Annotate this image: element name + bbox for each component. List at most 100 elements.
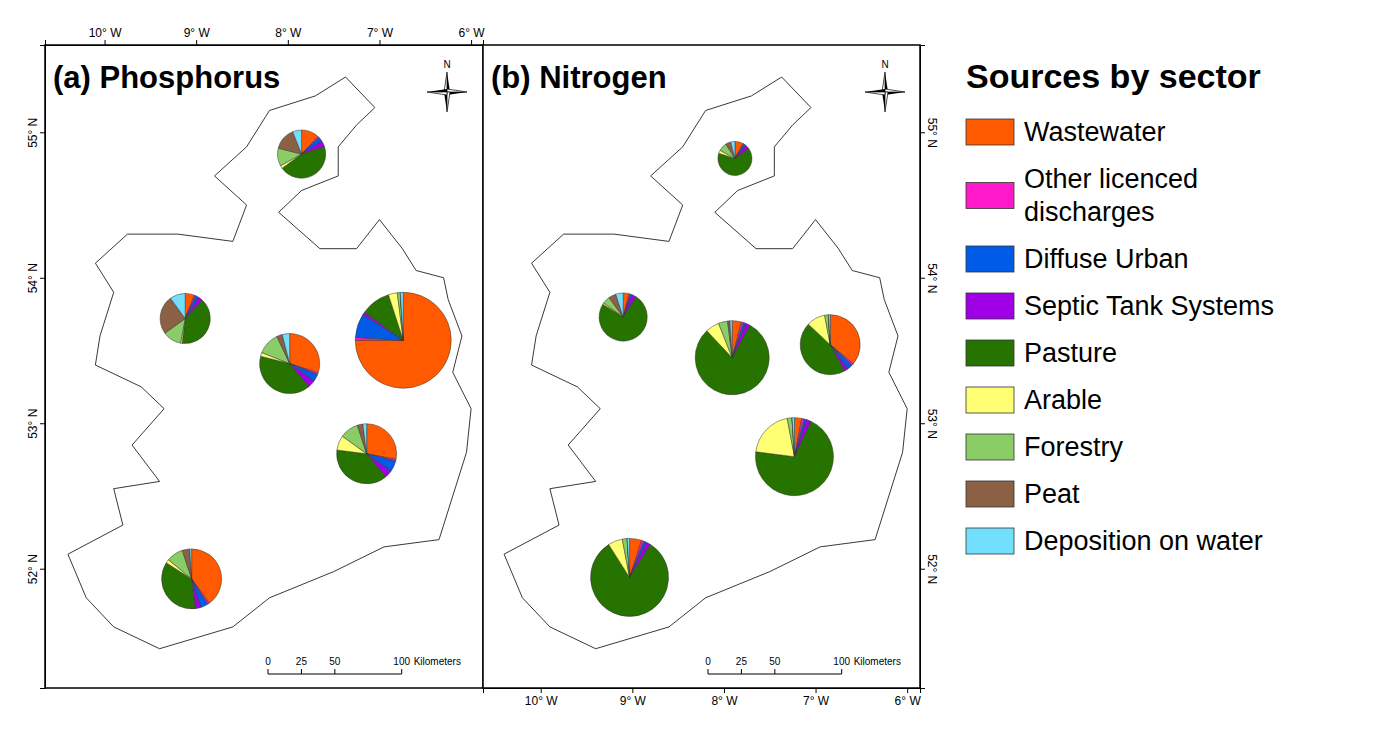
map-panel: 10° W9° W8° W7° W6° W52° N53° N54° N55° …: [26, 26, 485, 689]
north-arrow: N: [427, 59, 467, 112]
scale-bar-tick: [401, 669, 402, 674]
tick-label: 55° N: [26, 118, 40, 148]
pie-chart: [355, 292, 451, 388]
x-axis: 10° W9° W8° W7° W6° W: [484, 688, 922, 708]
legend-label: Other licenceddischarges: [1024, 164, 1198, 227]
pie-slice: [397, 292, 403, 340]
tick: 6° W: [895, 688, 922, 708]
tick-label: 54° N: [26, 263, 40, 293]
pie-chart: [160, 293, 210, 343]
tick: 52° N: [920, 554, 939, 584]
tick-mark: [724, 688, 725, 693]
compass-point: [447, 92, 450, 112]
legend-swatch: [966, 387, 1014, 413]
scale-bar-label: 25: [296, 656, 308, 667]
north-label: N: [881, 59, 888, 70]
tick: 10° W: [89, 26, 122, 45]
tick-mark: [105, 40, 106, 45]
legend-label: Deposition on water: [1024, 526, 1263, 556]
legend-label: Arable: [1024, 385, 1102, 415]
legend-label: Wastewater: [1024, 117, 1166, 147]
tick-mark: [632, 688, 633, 693]
pie-slice: [182, 300, 210, 343]
pie-slice: [828, 315, 830, 345]
pie-chart: [591, 538, 669, 616]
pie-slice: [616, 293, 623, 317]
pie-slice: [726, 142, 735, 158]
legend-swatch: [966, 481, 1014, 507]
tick: 7° W: [367, 26, 394, 45]
pie-slice: [282, 334, 289, 364]
tick: 53° N: [920, 409, 939, 439]
tick-mark: [920, 278, 925, 279]
tick-label: 7° W: [367, 26, 394, 40]
tick-mark: [541, 688, 542, 693]
tick-label: 10° W: [89, 26, 122, 40]
tick-mark: [196, 40, 197, 45]
pie-slice: [792, 418, 794, 457]
pie-slice: [337, 450, 386, 484]
axis-line: [46, 40, 484, 46]
plot-area: [68, 77, 471, 649]
north-arrow: N: [865, 59, 905, 112]
pie-slice: [825, 315, 831, 345]
pie-slice: [731, 141, 735, 158]
tick: 10° W: [525, 688, 558, 708]
pie-slice: [400, 292, 403, 340]
pie-slice: [808, 315, 830, 344]
tick-label: 9° W: [184, 26, 211, 40]
pie-slice: [756, 418, 795, 456]
scale-bar-label: 50: [329, 656, 341, 667]
tick-label: 9° W: [620, 694, 647, 708]
legend: Sources by sector Wastewater Other licence…: [966, 57, 1274, 556]
pie-slice: [367, 424, 397, 460]
legend-label: Diffuse Urban: [1024, 244, 1189, 274]
legend-swatch: [966, 246, 1014, 272]
pie-chart: [800, 315, 860, 375]
tick-mark: [40, 423, 45, 424]
scale-bar-label: 0: [705, 656, 711, 667]
axis-line: [921, 46, 926, 689]
pie-slice: [728, 321, 733, 358]
axis-line: [484, 689, 921, 694]
tick-mark: [40, 278, 45, 279]
scale-bar-tick: [741, 669, 742, 674]
scale-bar: 02550100Kilometers: [705, 656, 901, 674]
legend-label: Peat: [1024, 479, 1080, 509]
tick: 53° N: [26, 409, 45, 439]
compass-point: [447, 89, 467, 92]
tick-label: 53° N: [925, 409, 939, 439]
scale-bar-tick: [708, 669, 709, 674]
pie-chart: [718, 141, 752, 175]
tick-label: 52° N: [925, 554, 939, 584]
tick-mark: [907, 688, 908, 693]
tick-label: 10° W: [525, 694, 558, 708]
legend-label: Pasture: [1024, 338, 1117, 368]
legend-title: Sources by sector: [966, 57, 1261, 95]
tick: 9° W: [184, 26, 211, 45]
pie-slice: [277, 335, 290, 364]
scale-bar-unit: Kilometers: [854, 656, 901, 667]
map-panel: 10° W9° W8° W7° W6° W52° N53° N54° N55° …: [483, 45, 939, 708]
pie-slice: [787, 418, 794, 457]
tick-label: 8° W: [711, 694, 738, 708]
scale-bar-tick: [841, 669, 842, 674]
pie-slice: [730, 321, 732, 358]
pie-slice: [627, 538, 629, 577]
panel-title: (b) Nitrogen: [491, 60, 667, 95]
tick-mark: [816, 688, 817, 693]
north-label: N: [443, 59, 450, 70]
compass-point: [444, 72, 447, 92]
pie-chart: [277, 130, 325, 178]
tick-mark: [920, 569, 925, 570]
legend-label: Forestry: [1024, 432, 1124, 462]
legend-swatch: [966, 183, 1014, 209]
tick: 8° W: [711, 688, 738, 708]
tick-mark: [471, 40, 472, 45]
legend-label: Septic Tank Systems: [1024, 291, 1274, 321]
scale-bar-label: 50: [769, 656, 781, 667]
scale-bar-tick: [774, 669, 775, 674]
pie-chart: [599, 293, 647, 341]
tick-label: 55° N: [925, 118, 939, 148]
compass-point: [865, 92, 885, 95]
